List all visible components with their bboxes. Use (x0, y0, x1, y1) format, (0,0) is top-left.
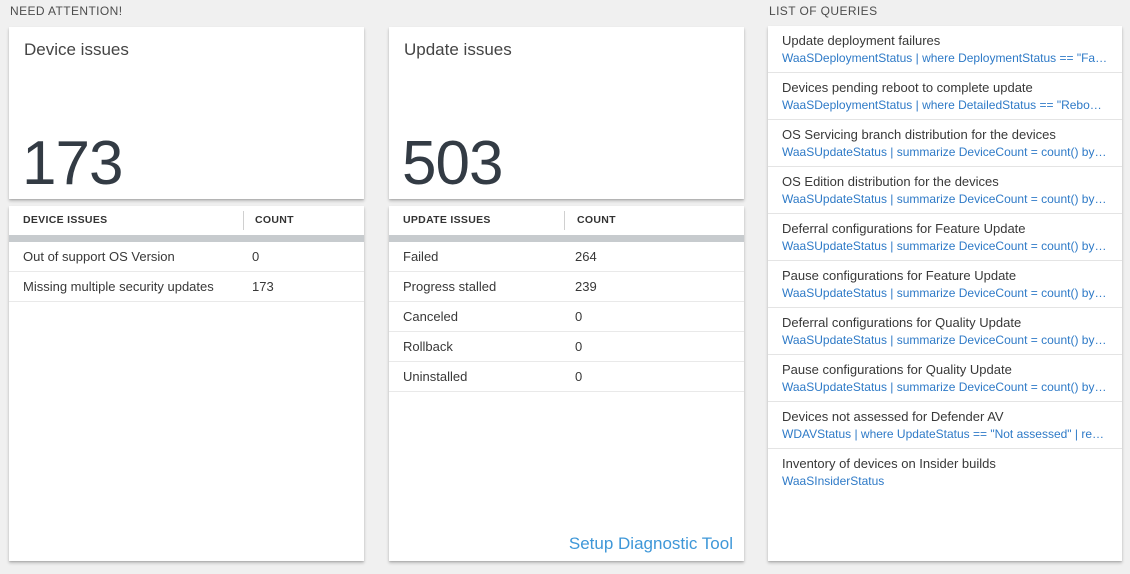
query-item-os-edition-distribution[interactable]: OS Edition distribution for the devices … (768, 167, 1122, 214)
query-code: WaaSUpdateStatus | summarize DeviceCount… (782, 333, 1108, 347)
row-label: Failed (403, 249, 439, 264)
device-table-header: DEVICE ISSUES COUNT (9, 206, 364, 235)
queries-panel: Update deployment failures WaaSDeploymen… (768, 26, 1122, 561)
row-count: 264 (575, 249, 597, 264)
table-row[interactable]: Rollback 0 (389, 332, 744, 362)
table-row[interactable]: Canceled 0 (389, 302, 744, 332)
query-item-deferral-quality-update[interactable]: Deferral configurations for Quality Upda… (768, 308, 1122, 355)
list-of-queries-header: LIST OF QUERIES (769, 4, 878, 18)
row-label: Missing multiple security updates (23, 279, 214, 294)
query-title: Pause configurations for Quality Update (782, 362, 1012, 377)
device-table-col-issues: DEVICE ISSUES (23, 214, 108, 226)
query-code: WaaSUpdateStatus | summarize DeviceCount… (782, 380, 1108, 394)
query-code: WDAVStatus | where UpdateStatus == "Not … (782, 427, 1108, 441)
query-title: OS Servicing branch distribution for the… (782, 127, 1056, 142)
device-table-col-count: COUNT (255, 214, 294, 226)
device-issues-table: DEVICE ISSUES COUNT Out of support OS Ve… (9, 206, 364, 561)
update-issues-title: Update issues (404, 40, 512, 59)
table-row[interactable]: Uninstalled 0 (389, 362, 744, 392)
update-table-col-count: COUNT (577, 214, 616, 226)
query-item-pause-quality-update[interactable]: Pause configurations for Quality Update … (768, 355, 1122, 402)
table-row[interactable]: Missing multiple security updates 173 (9, 272, 364, 302)
query-title: Deferral configurations for Feature Upda… (782, 221, 1026, 236)
query-item-deferral-feature-update[interactable]: Deferral configurations for Feature Upda… (768, 214, 1122, 261)
row-label: Uninstalled (403, 369, 468, 384)
query-title: Pause configurations for Feature Update (782, 268, 1017, 283)
row-label: Out of support OS Version (23, 249, 175, 264)
query-item-insider-builds-inventory[interactable]: Inventory of devices on Insider builds W… (768, 449, 1122, 495)
query-title: Devices pending reboot to complete updat… (782, 80, 1033, 95)
row-count: 0 (575, 309, 583, 324)
horizontal-scrollbar[interactable] (9, 235, 364, 242)
update-issues-tile[interactable]: Update issues 503 (389, 27, 744, 199)
column-divider (243, 211, 244, 230)
query-item-devices-pending-reboot[interactable]: Devices pending reboot to complete updat… (768, 73, 1122, 120)
query-code: WaaSInsiderStatus (782, 474, 885, 488)
row-count: 0 (252, 249, 260, 264)
query-code: WaaSDeploymentStatus | where DeploymentS… (782, 51, 1108, 65)
row-count: 173 (252, 279, 274, 294)
device-issues-tile[interactable]: Device issues 173 (9, 27, 364, 199)
query-item-pause-feature-update[interactable]: Pause configurations for Feature Update … (768, 261, 1122, 308)
query-code: WaaSDeploymentStatus | where DetailedSta… (782, 98, 1108, 112)
row-count: 0 (575, 369, 583, 384)
setup-diagnostic-tool-link[interactable]: Setup Diagnostic Tool (568, 534, 733, 553)
query-title: Inventory of devices on Insider builds (782, 456, 996, 471)
table-row[interactable]: Progress stalled 239 (389, 272, 744, 302)
device-issues-count: 173 (22, 129, 123, 198)
query-code: WaaSUpdateStatus | summarize DeviceCount… (782, 239, 1108, 253)
row-label: Progress stalled (403, 279, 497, 294)
query-title: Update deployment failures (782, 33, 941, 48)
query-code: WaaSUpdateStatus | summarize DeviceCount… (782, 286, 1108, 300)
row-count: 0 (575, 339, 583, 354)
query-code: WaaSUpdateStatus | summarize DeviceCount… (782, 192, 1108, 206)
update-table-header: UPDATE ISSUES COUNT (389, 206, 744, 235)
query-title: Devices not assessed for Defender AV (782, 409, 1004, 424)
update-issues-table: UPDATE ISSUES COUNT Failed 264 Progress … (389, 206, 744, 561)
query-title: Deferral configurations for Quality Upda… (782, 315, 1022, 330)
query-item-defender-av-not-assessed[interactable]: Devices not assessed for Defender AV WDA… (768, 402, 1122, 449)
update-table-col-issues: UPDATE ISSUES (403, 214, 491, 226)
row-label: Canceled (403, 309, 458, 324)
query-item-update-deployment-failures[interactable]: Update deployment failures WaaSDeploymen… (768, 26, 1122, 73)
table-row[interactable]: Out of support OS Version 0 (9, 242, 364, 272)
row-label: Rollback (403, 339, 453, 354)
table-row[interactable]: Failed 264 (389, 242, 744, 272)
device-issues-title: Device issues (24, 40, 129, 59)
row-count: 239 (575, 279, 597, 294)
query-item-os-servicing-branch[interactable]: OS Servicing branch distribution for the… (768, 120, 1122, 167)
update-issues-count: 503 (402, 129, 503, 198)
horizontal-scrollbar[interactable] (389, 235, 744, 242)
column-divider (564, 211, 565, 230)
query-code: WaaSUpdateStatus | summarize DeviceCount… (782, 145, 1108, 159)
need-attention-header: NEED ATTENTION! (10, 4, 123, 18)
query-title: OS Edition distribution for the devices (782, 174, 999, 189)
